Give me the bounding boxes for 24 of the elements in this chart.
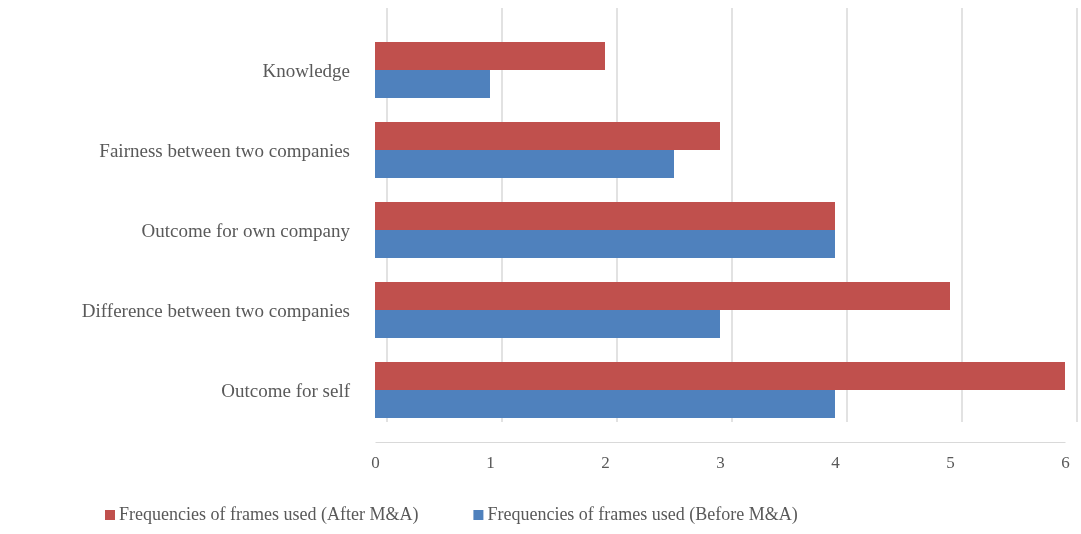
bar: [375, 310, 720, 338]
x-tick-label: 5: [946, 453, 955, 473]
x-tick-label: 4: [831, 453, 841, 473]
legend-label: Frequencies of frames used (After M&A): [119, 504, 419, 525]
y-tick-label: Difference between two companies: [81, 299, 350, 321]
bar: [375, 362, 1065, 390]
bar: [375, 390, 835, 418]
x-tick-label: 3: [716, 453, 725, 473]
x-tick-label: 2: [601, 453, 610, 473]
bar: [375, 42, 605, 70]
y-tick-label: Knowledge: [262, 59, 350, 81]
bar: [375, 150, 674, 178]
bar: [375, 230, 835, 258]
bar: [375, 282, 950, 310]
bar: [375, 70, 490, 98]
bar: [375, 202, 835, 230]
x-tick-label: 6: [1061, 453, 1070, 473]
y-tick-label: Fairness between two companies: [99, 139, 350, 161]
x-tick-label: 1: [486, 453, 495, 473]
x-tick-label: 0: [371, 453, 380, 473]
y-tick-label: Outcome for own company: [141, 219, 351, 241]
y-tick-label: Outcome for self: [221, 379, 351, 401]
legend-label: Frequencies of frames used (Before M&A): [487, 504, 798, 525]
bar: [375, 122, 720, 150]
